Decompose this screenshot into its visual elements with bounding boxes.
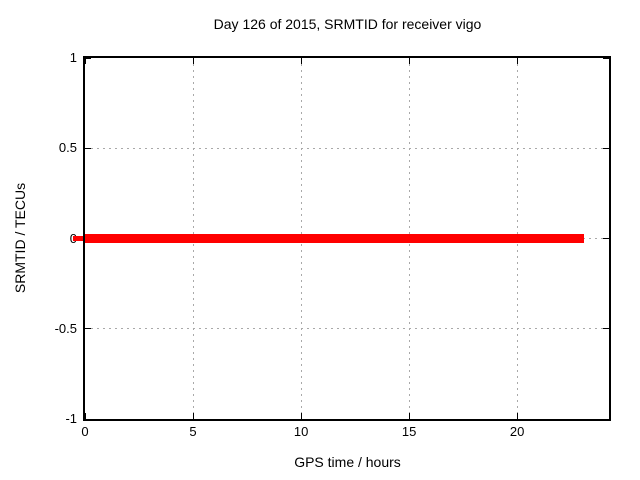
y-tick-mark-left bbox=[85, 147, 91, 149]
x-tick-mark-top bbox=[84, 58, 86, 64]
x-tick-label: 5 bbox=[189, 424, 197, 439]
x-tick-label: 20 bbox=[509, 424, 525, 439]
x-tick-mark-bottom bbox=[300, 413, 302, 419]
x-tick-mark-top bbox=[192, 58, 194, 64]
y-tick-mark-left bbox=[85, 328, 91, 330]
y-tick-mark-right bbox=[603, 418, 609, 420]
series-edge-cap bbox=[73, 236, 83, 241]
y-tick-mark-right bbox=[603, 147, 609, 149]
y-tick-label: 0.5 bbox=[58, 140, 77, 156]
x-tick-mark-bottom bbox=[516, 413, 518, 419]
x-axis-label: GPS time / hours bbox=[294, 454, 401, 470]
x-tick-mark-bottom bbox=[192, 413, 194, 419]
x-tick-mark-top bbox=[300, 58, 302, 64]
x-tick-mark-bottom bbox=[408, 413, 410, 419]
y-tick-label: -0.5 bbox=[54, 320, 77, 336]
y-tick-label: 1 bbox=[69, 50, 77, 65]
y-tick-label: 0 bbox=[15, 231, 77, 247]
x-tick-mark-bottom bbox=[84, 413, 86, 419]
chart-title: Day 126 of 2015, SRMTID for receiver vig… bbox=[213, 16, 482, 32]
y-gridline bbox=[85, 328, 609, 330]
x-tick-mark-top bbox=[408, 58, 410, 64]
y-tick-mark-left bbox=[85, 418, 91, 420]
y-tick-mark-right bbox=[603, 238, 609, 239]
y-gridline bbox=[85, 147, 609, 149]
y-tick-mark-left bbox=[85, 57, 91, 59]
y-tick-mark-right bbox=[603, 57, 609, 59]
series-line bbox=[85, 234, 585, 243]
x-tick-label: 0 bbox=[81, 424, 89, 439]
x-tick-label: 15 bbox=[401, 424, 417, 439]
x-tick-mark-top bbox=[516, 58, 518, 64]
y-tick-mark-right bbox=[603, 328, 609, 330]
x-tick-label: 10 bbox=[293, 424, 309, 439]
y-tick-label: -1 bbox=[65, 411, 77, 426]
